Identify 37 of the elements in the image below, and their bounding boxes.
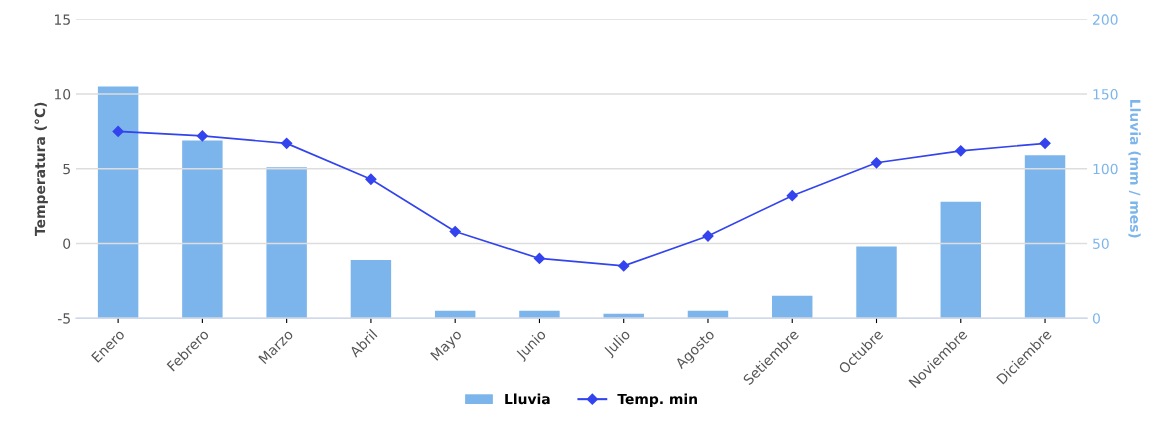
bar <box>182 140 223 319</box>
y-tick-label: 15 <box>54 14 70 25</box>
y2-axis-title: Lluvia (mm / mes) <box>1128 100 1141 238</box>
y-tick-label: -5 <box>57 313 70 324</box>
point <box>365 173 377 185</box>
y2-tick-label: 100 <box>1093 163 1118 175</box>
y2-tick-label: 150 <box>1093 89 1118 100</box>
bar <box>434 310 476 319</box>
y2-tick-label: 200 <box>1093 14 1118 25</box>
bar <box>519 310 560 319</box>
point <box>1039 137 1051 149</box>
bar <box>603 313 644 319</box>
point <box>618 260 630 272</box>
bar <box>1024 155 1066 319</box>
bar <box>772 295 813 319</box>
y-tick-label: 0 <box>63 238 71 249</box>
point <box>870 157 883 169</box>
bar <box>97 86 139 319</box>
bar <box>940 201 981 319</box>
y2-tick-label: 0 <box>1092 313 1100 324</box>
point <box>786 190 798 202</box>
y-tick-label: 10 <box>54 89 71 100</box>
y-axis-title: Temperatura (°C) <box>34 102 48 236</box>
legend-label: Temp. min <box>617 393 697 407</box>
bar <box>266 167 307 319</box>
point <box>196 130 208 142</box>
bar <box>687 310 729 319</box>
point <box>281 137 293 149</box>
y-tick-label: 5 <box>63 163 70 175</box>
point <box>533 252 546 265</box>
legend-label: Lluvia <box>505 393 550 405</box>
point <box>449 225 461 238</box>
point <box>112 125 124 138</box>
point <box>955 145 967 157</box>
bar <box>350 259 392 319</box>
y2-tick-label: 50 <box>1093 238 1109 249</box>
bar <box>856 246 897 319</box>
